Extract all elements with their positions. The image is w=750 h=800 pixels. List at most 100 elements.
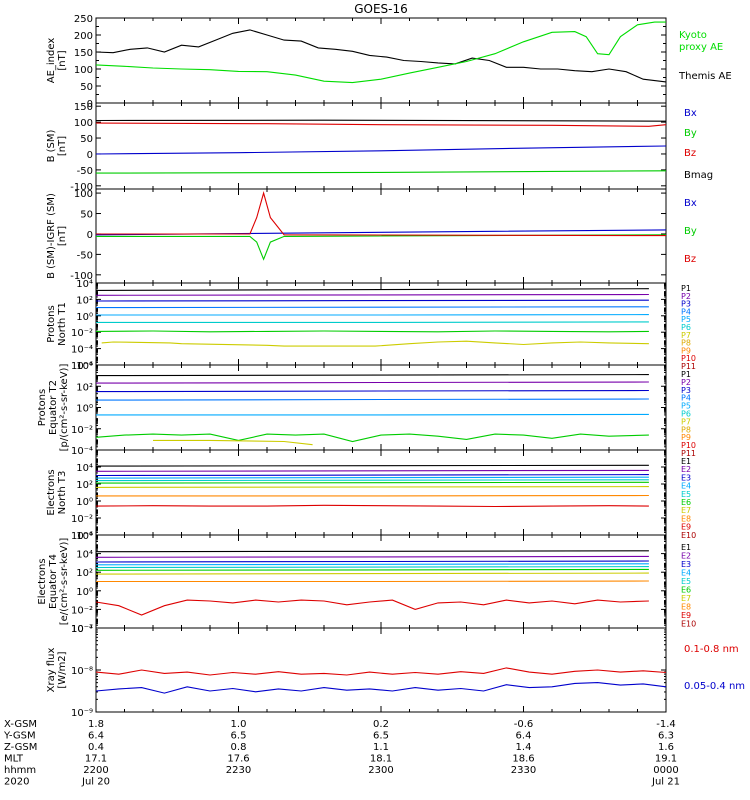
legend-entry: P4 [681, 394, 691, 403]
series-line-themis-ae [95, 29, 667, 83]
series-line-e9 [95, 504, 649, 508]
ephemeris-value: 1.8 [88, 719, 104, 730]
y-tick-label: 150 [74, 48, 93, 59]
y-axis-label: [W/m2] [57, 651, 68, 688]
series-line-e7 [95, 572, 649, 575]
series-line-e6 [95, 481, 649, 484]
ephemeris-value: 2330 [511, 765, 536, 776]
series-line-bz [96, 191, 667, 237]
legend-entry: E6 [681, 586, 691, 595]
series-line-0-05-0-4-nm [95, 682, 667, 694]
panel-7: 10⁻⁴ 10⁻² 10⁰ 10² 10⁴ 10⁶ Electrons Equator T4[… [37, 531, 696, 635]
ephemeris-value: 1.1 [373, 742, 389, 753]
panel-2: -100 -50 0 50 100 150 B (SM) [nT] Bx By Bz Bmag [46, 102, 713, 193]
ephemeris-value: 6.3 [658, 731, 674, 742]
y-tick-label: 10⁴ [76, 463, 93, 474]
y-tick-label: 10⁴ [76, 279, 93, 290]
series-line-e5 [95, 566, 649, 569]
y-tick-label: 200 [74, 31, 93, 42]
series-line-by [95, 170, 667, 174]
y-tick-label: 50 [80, 134, 93, 145]
ephemeris-value: 6.4 [516, 731, 532, 742]
legend-entry: E10 [681, 620, 696, 629]
series-line-e4 [95, 563, 649, 566]
ephemeris-value: 2300 [368, 765, 393, 776]
legend-entry: P10 [681, 354, 696, 363]
y-tick-label: 10⁰ [76, 497, 93, 508]
y-axis-label: Protons [46, 305, 57, 342]
legend-entry: P8 [681, 339, 691, 348]
ephemeris-value: 2230 [226, 765, 251, 776]
series-line-e8 [96, 580, 649, 583]
legend-entry: By [684, 226, 697, 237]
y-tick-label: 50 [80, 82, 93, 93]
legend-entry: E5 [681, 490, 691, 499]
legend-entry: P7 [681, 331, 691, 340]
legend-entry: Bz [684, 148, 696, 159]
series-line-by [96, 234, 667, 261]
ephemeris-value: 1.4 [516, 742, 532, 753]
ephemeris-row-label: MLT [4, 754, 24, 765]
y-axis-label: Equator T4 [48, 554, 59, 609]
legend-entry: E7 [681, 506, 691, 515]
panel-frame [95, 627, 667, 713]
series-line-e6 [95, 568, 649, 571]
legend-entry: P11 [681, 362, 696, 371]
ephemeris-value: 17.6 [227, 754, 249, 765]
ephemeris-row-label: Y-GSM [3, 731, 36, 742]
legend-entry: E1 [681, 543, 691, 552]
y-axis-label: [p/(cm²-s-sr-keV)] [59, 364, 70, 452]
legend-entry: E8 [681, 603, 691, 612]
y-axis-label: North T3 [57, 471, 68, 515]
panel-5: 10⁻⁴ 10⁻² 10⁰ 10² 10⁴ Protons Equator T2 [p/(cm… [37, 361, 696, 458]
legend-entry: P11 [681, 449, 696, 458]
ephemeris-value: 1.0 [231, 719, 247, 730]
legend-entry: E8 [681, 514, 691, 523]
legend-entry: E10 [681, 531, 696, 540]
ephemeris-value: 19.1 [655, 754, 677, 765]
legend-entry: P9 [681, 433, 691, 442]
chart-title: GOES-16 [354, 2, 408, 16]
legend-entry: Bmag [684, 170, 713, 181]
y-axis-label: B (SM) [46, 129, 57, 162]
y-tick-label: -50 [77, 250, 93, 261]
ephemeris-value: Jul 20 [81, 777, 110, 788]
y-tick-label: 10² [76, 480, 93, 491]
series-line-p2 [95, 381, 649, 384]
series-line-e5 [95, 479, 649, 482]
series-line-p6 [96, 321, 649, 323]
legend-entry: P3 [681, 386, 691, 395]
ephemeris-table: X-GSMY-GSMZ-GSMMLThhmm20201.86.40.417.12… [3, 719, 680, 788]
legend-entry: E9 [681, 523, 691, 532]
legend-entry: Bx [684, 108, 697, 119]
series-line-p1 [95, 374, 649, 377]
y-tick-label: -50 [77, 166, 93, 177]
series-line-e7 [95, 486, 649, 488]
y-tick-label: 10⁻⁷ [71, 624, 93, 635]
series-line-p4 [95, 306, 649, 309]
series-line-p5 [96, 413, 649, 416]
ephemeris-value: 1.6 [658, 742, 674, 753]
y-tick-label: 10⁰ [76, 312, 93, 323]
ephemeris-value: 6.5 [373, 731, 389, 742]
ephemeris-row-label: Z-GSM [4, 742, 37, 753]
ephemeris-value: Jul 21 [651, 777, 680, 788]
y-tick-label: 10⁻⁶ [71, 361, 93, 372]
series-line-e3 [95, 560, 649, 563]
series-line-e1 [95, 550, 649, 553]
series-line-p6 [95, 433, 649, 443]
legend-entry: E3 [681, 560, 691, 569]
ephemeris-value: -0.6 [514, 719, 534, 730]
legend-entry: E9 [681, 611, 691, 620]
series-line-e2 [95, 469, 649, 472]
legend-entry: E2 [681, 552, 691, 561]
panel-6: 10⁻⁴ 10⁻² 10⁰ 10² 10⁴ Electrons North T3 E1E2E3… [46, 449, 696, 542]
y-tick-label: 10⁻² [71, 605, 93, 616]
legend-entry: proxy AE [679, 42, 723, 53]
legend-entry: P8 [681, 425, 691, 434]
ephemeris-row-label: hhmm [4, 765, 36, 776]
legend-entry: Bx [684, 198, 697, 209]
legend-entry: E6 [681, 498, 691, 507]
y-axis-label: Equator T2 [48, 380, 59, 435]
y-axis-label: [nT] [57, 136, 68, 156]
